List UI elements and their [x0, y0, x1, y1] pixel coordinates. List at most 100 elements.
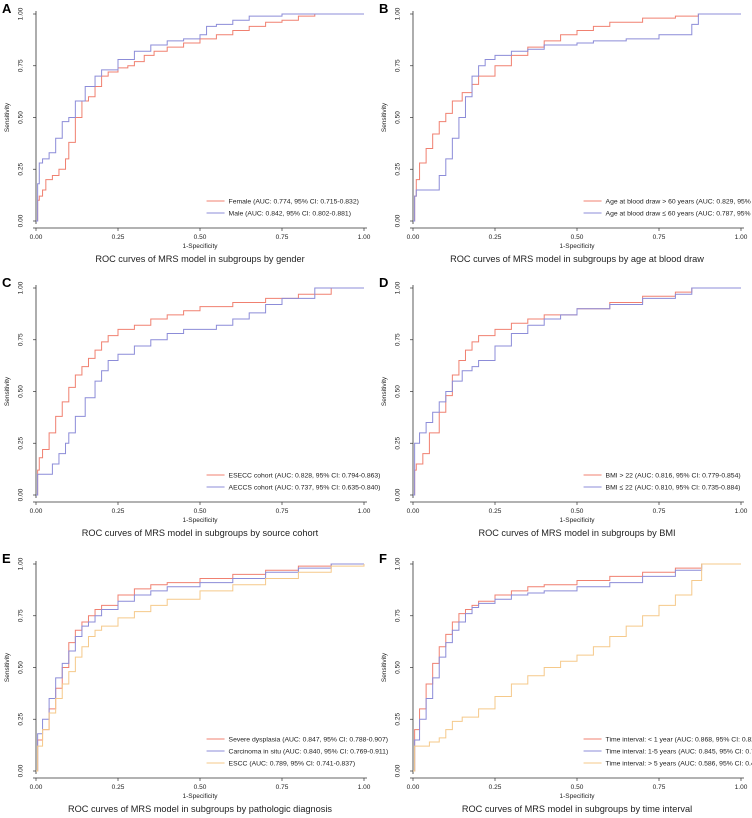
- roc-curve-series-2: [413, 563, 741, 772]
- panel-title: ROC curves of MRS model in subgroups by …: [478, 528, 675, 538]
- x-tick-label: 0.00: [407, 784, 420, 791]
- y-tick-label: 1.00: [395, 7, 402, 20]
- x-tick-label: 0.25: [489, 234, 502, 241]
- y-tick-label: 0.00: [18, 488, 25, 501]
- x-tick-label: 0.00: [30, 784, 43, 791]
- x-tick-label: 0.50: [194, 508, 207, 515]
- panel-d: D 0.00 0.25 0.50 0.75 1.00 0.00 0.25 0.50 0.75 1.0…: [379, 275, 748, 538]
- panel-a: A 0.00 0.25 0.50 0.75 1.00 0.00 0.25 0.50 0.75 1.0…: [2, 1, 371, 264]
- roc-curve-series-3: [36, 564, 365, 772]
- y-tick-label: 1.00: [18, 557, 25, 570]
- panel-letter: B: [379, 1, 388, 16]
- legend-label: BMI > 22 (AUC: 0.816, 95% CI: 0.779-0.85…: [606, 472, 741, 479]
- y-axis-title: Sensitivity: [4, 652, 11, 682]
- y-tick-label: 0.00: [395, 488, 402, 501]
- y-tick-label: 0.50: [18, 661, 25, 674]
- y-tick-label: 0.75: [395, 333, 402, 346]
- y-tick-label: 0.25: [395, 163, 402, 176]
- panel-f: F 0.00 0.25 0.50 0.75 1.00 0.00 0.25 0.50 0.75 1.0…: [379, 551, 752, 814]
- x-tick-label: 1.00: [358, 234, 371, 241]
- x-tick-label: 0.75: [653, 784, 666, 791]
- roc-curve-series-2: [413, 13, 741, 222]
- x-tick-label: 1.00: [735, 784, 748, 791]
- x-tick-label: 0.50: [571, 784, 584, 791]
- x-tick-label: 0.25: [112, 234, 125, 241]
- y-tick-label: 0.25: [395, 437, 402, 450]
- x-tick-label: 0.00: [30, 508, 43, 515]
- roc-curve-series-1: [413, 287, 741, 496]
- y-tick-label: 0.50: [18, 111, 25, 124]
- y-tick-label: 1.00: [18, 281, 25, 294]
- x-tick-label: 1.00: [358, 508, 371, 515]
- panel-letter: C: [2, 275, 12, 290]
- y-axis-title: Sensitivity: [381, 376, 388, 406]
- y-tick-label: 0.00: [18, 764, 25, 777]
- legend-label: Time interval: > 5 years (AUC: 0.586, 95…: [606, 760, 752, 767]
- legend-label: Age at blood draw > 60 years (AUC: 0.829…: [606, 198, 752, 205]
- y-tick-label: 1.00: [395, 557, 402, 570]
- roc-curve-series-2: [413, 287, 741, 496]
- y-axis-title: Sensitivity: [4, 102, 11, 132]
- legend-label: Carcinoma in situ (AUC: 0.840, 95% CI: 0…: [229, 748, 389, 755]
- x-axis-title: 1-Specificity: [182, 517, 218, 524]
- y-tick-label: 0.25: [18, 713, 25, 726]
- roc-curve-series-1: [413, 13, 741, 222]
- y-tick-label: 0.75: [18, 333, 25, 346]
- y-axis-title: Sensitivity: [381, 652, 388, 682]
- x-tick-label: 0.00: [407, 234, 420, 241]
- y-tick-label: 0.25: [395, 713, 402, 726]
- x-tick-label: 0.75: [276, 508, 289, 515]
- x-tick-label: 1.00: [735, 234, 748, 241]
- panel-title: ROC curves of MRS model in subgroups by …: [68, 804, 332, 814]
- x-tick-label: 0.00: [30, 234, 43, 241]
- y-tick-label: 0.75: [395, 609, 402, 622]
- legend-label: ESECC cohort (AUC: 0.828, 95% CI: 0.794-…: [229, 472, 381, 479]
- roc-curve-series-3: [413, 563, 741, 772]
- roc-curve-series-1: [413, 563, 741, 772]
- x-axis-title: 1-Specificity: [182, 793, 218, 800]
- x-tick-label: 0.50: [194, 234, 207, 241]
- y-tick-label: 0.00: [18, 214, 25, 227]
- x-tick-label: 0.25: [489, 784, 502, 791]
- y-tick-label: 1.00: [395, 281, 402, 294]
- y-tick-label: 0.50: [395, 111, 402, 124]
- legend-label: AECCS cohort (AUC: 0.737, 95% CI: 0.635-…: [229, 484, 381, 491]
- legend-label: Female (AUC: 0.774, 95% CI: 0.715-0.832): [229, 198, 359, 205]
- panel-title: ROC curves of MRS model in subgroups by …: [450, 254, 704, 264]
- x-axis-title: 1-Specificity: [559, 517, 595, 524]
- roc-curve-series-1: [36, 287, 364, 496]
- panel-letter: D: [379, 275, 388, 290]
- y-tick-label: 0.00: [395, 214, 402, 227]
- y-axis-title: Sensitivity: [4, 376, 11, 406]
- legend-label: Time interval: < 1 year (AUC: 0.868, 95%…: [606, 736, 752, 743]
- y-tick-label: 0.75: [18, 609, 25, 622]
- y-tick-label: 0.75: [18, 59, 25, 72]
- x-tick-label: 0.25: [112, 508, 125, 515]
- legend-label: ESCC (AUC: 0.789, 95% CI: 0.741-0.837): [229, 760, 356, 767]
- y-tick-label: 0.25: [18, 163, 25, 176]
- x-tick-label: 0.50: [194, 784, 207, 791]
- legend-label: BMI ≤ 22 (AUC: 0.810, 95% CI: 0.735-0.88…: [606, 484, 741, 491]
- x-tick-label: 1.00: [358, 784, 371, 791]
- x-tick-label: 0.75: [653, 234, 666, 241]
- x-tick-label: 0.50: [571, 508, 584, 515]
- roc-curve-series-1: [36, 563, 364, 772]
- y-tick-label: 0.75: [395, 59, 402, 72]
- x-tick-label: 1.00: [735, 508, 748, 515]
- legend-label: Time interval: 1-5 years (AUC: 0.845, 95…: [606, 748, 752, 755]
- panel-letter: E: [2, 551, 11, 566]
- y-tick-label: 1.00: [18, 7, 25, 20]
- y-tick-label: 0.50: [395, 385, 402, 398]
- x-tick-label: 0.25: [112, 784, 125, 791]
- panel-letter: A: [2, 1, 12, 16]
- y-tick-label: 0.50: [18, 385, 25, 398]
- y-tick-label: 0.25: [18, 437, 25, 450]
- panel-title: ROC curves of MRS model in subgroups by …: [82, 528, 319, 538]
- x-tick-label: 0.50: [571, 234, 584, 241]
- panel-title: ROC curves of MRS model in subgroups by …: [95, 254, 304, 264]
- panel-b: B 0.00 0.25 0.50 0.75 1.00 0.00 0.25 0.50 0.75 1.0…: [379, 1, 752, 264]
- x-axis-title: 1-Specificity: [559, 793, 595, 800]
- roc-curve-series-2: [36, 287, 364, 496]
- roc-curve-series-1: [36, 13, 364, 222]
